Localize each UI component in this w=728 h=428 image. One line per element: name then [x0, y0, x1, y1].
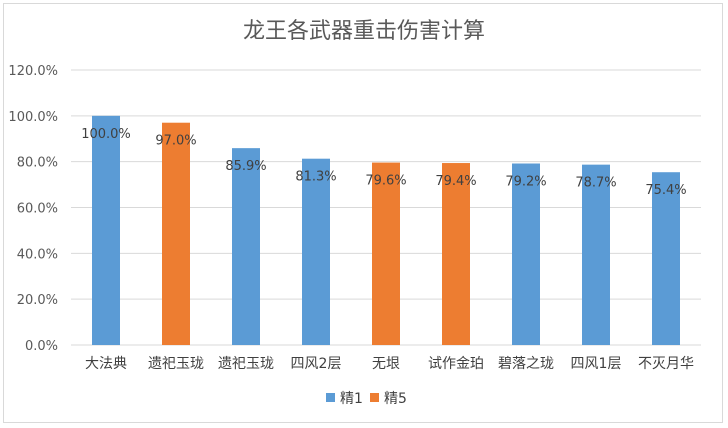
x-category-label: 试作金珀 — [428, 356, 484, 372]
y-tick-label: 0.0% — [25, 339, 58, 354]
x-category-label: 无垠 — [372, 356, 400, 372]
legend-swatch-series-1 — [326, 393, 335, 402]
y-tick-label: 40.0% — [17, 247, 58, 262]
x-category-label: 碧落之珑 — [498, 356, 554, 372]
x-category-label: 四风2层 — [291, 356, 342, 372]
data-label: 81.3% — [295, 170, 336, 185]
data-label: 79.2% — [505, 175, 546, 190]
data-label: 100.0% — [81, 127, 131, 142]
data-label: 79.6% — [365, 174, 406, 189]
bar-7 — [512, 163, 540, 345]
legend-label-series-2: 精5 — [384, 391, 407, 407]
legend: 精1 精5 — [326, 391, 407, 407]
bar-3 — [232, 148, 260, 345]
bar-4 — [302, 158, 330, 345]
x-category-label: 遗祀玉珑 — [218, 356, 274, 372]
legend-swatch-series-2 — [370, 393, 379, 402]
bar-8 — [582, 164, 610, 345]
y-tick-label: 60.0% — [17, 202, 58, 217]
x-category-label: 不灭月华 — [638, 356, 694, 372]
bar-6 — [442, 163, 470, 345]
bar-5 — [372, 162, 400, 345]
legend-label-series-1: 精1 — [340, 391, 363, 407]
x-category-label: 四风1层 — [571, 356, 622, 372]
data-label: 97.0% — [155, 134, 196, 149]
bar-2 — [162, 122, 190, 345]
data-label: 75.4% — [645, 183, 686, 198]
data-label: 79.4% — [435, 174, 476, 189]
data-label: 85.9% — [225, 159, 266, 174]
bar-9 — [652, 172, 680, 345]
data-label: 78.7% — [575, 176, 616, 191]
y-tick-label: 100.0% — [8, 110, 58, 125]
bars: 100.0% 97.0% 85.9% 81.3% 79.6% 79.4% 79.2% 78.7… — [81, 115, 687, 345]
chart-title: 龙王各武器重击伤害计算 — [243, 19, 485, 44]
y-tick-label: 120.0% — [8, 64, 58, 79]
x-axis: 大法典 遗祀玉珑 遗祀玉珑 四风2层 无垠 试作金珀 碧落之珑 四风1层 不灭月华 — [85, 356, 694, 372]
bar-1 — [92, 115, 120, 345]
y-tick-label: 20.0% — [17, 293, 58, 308]
y-tick-label: 80.0% — [17, 156, 58, 171]
y-axis: 0.0% 20.0% 40.0% 60.0% 80.0% 100.0% 120.0% — [8, 64, 58, 354]
x-category-label: 遗祀玉珑 — [148, 356, 204, 372]
x-category-label: 大法典 — [85, 356, 127, 372]
